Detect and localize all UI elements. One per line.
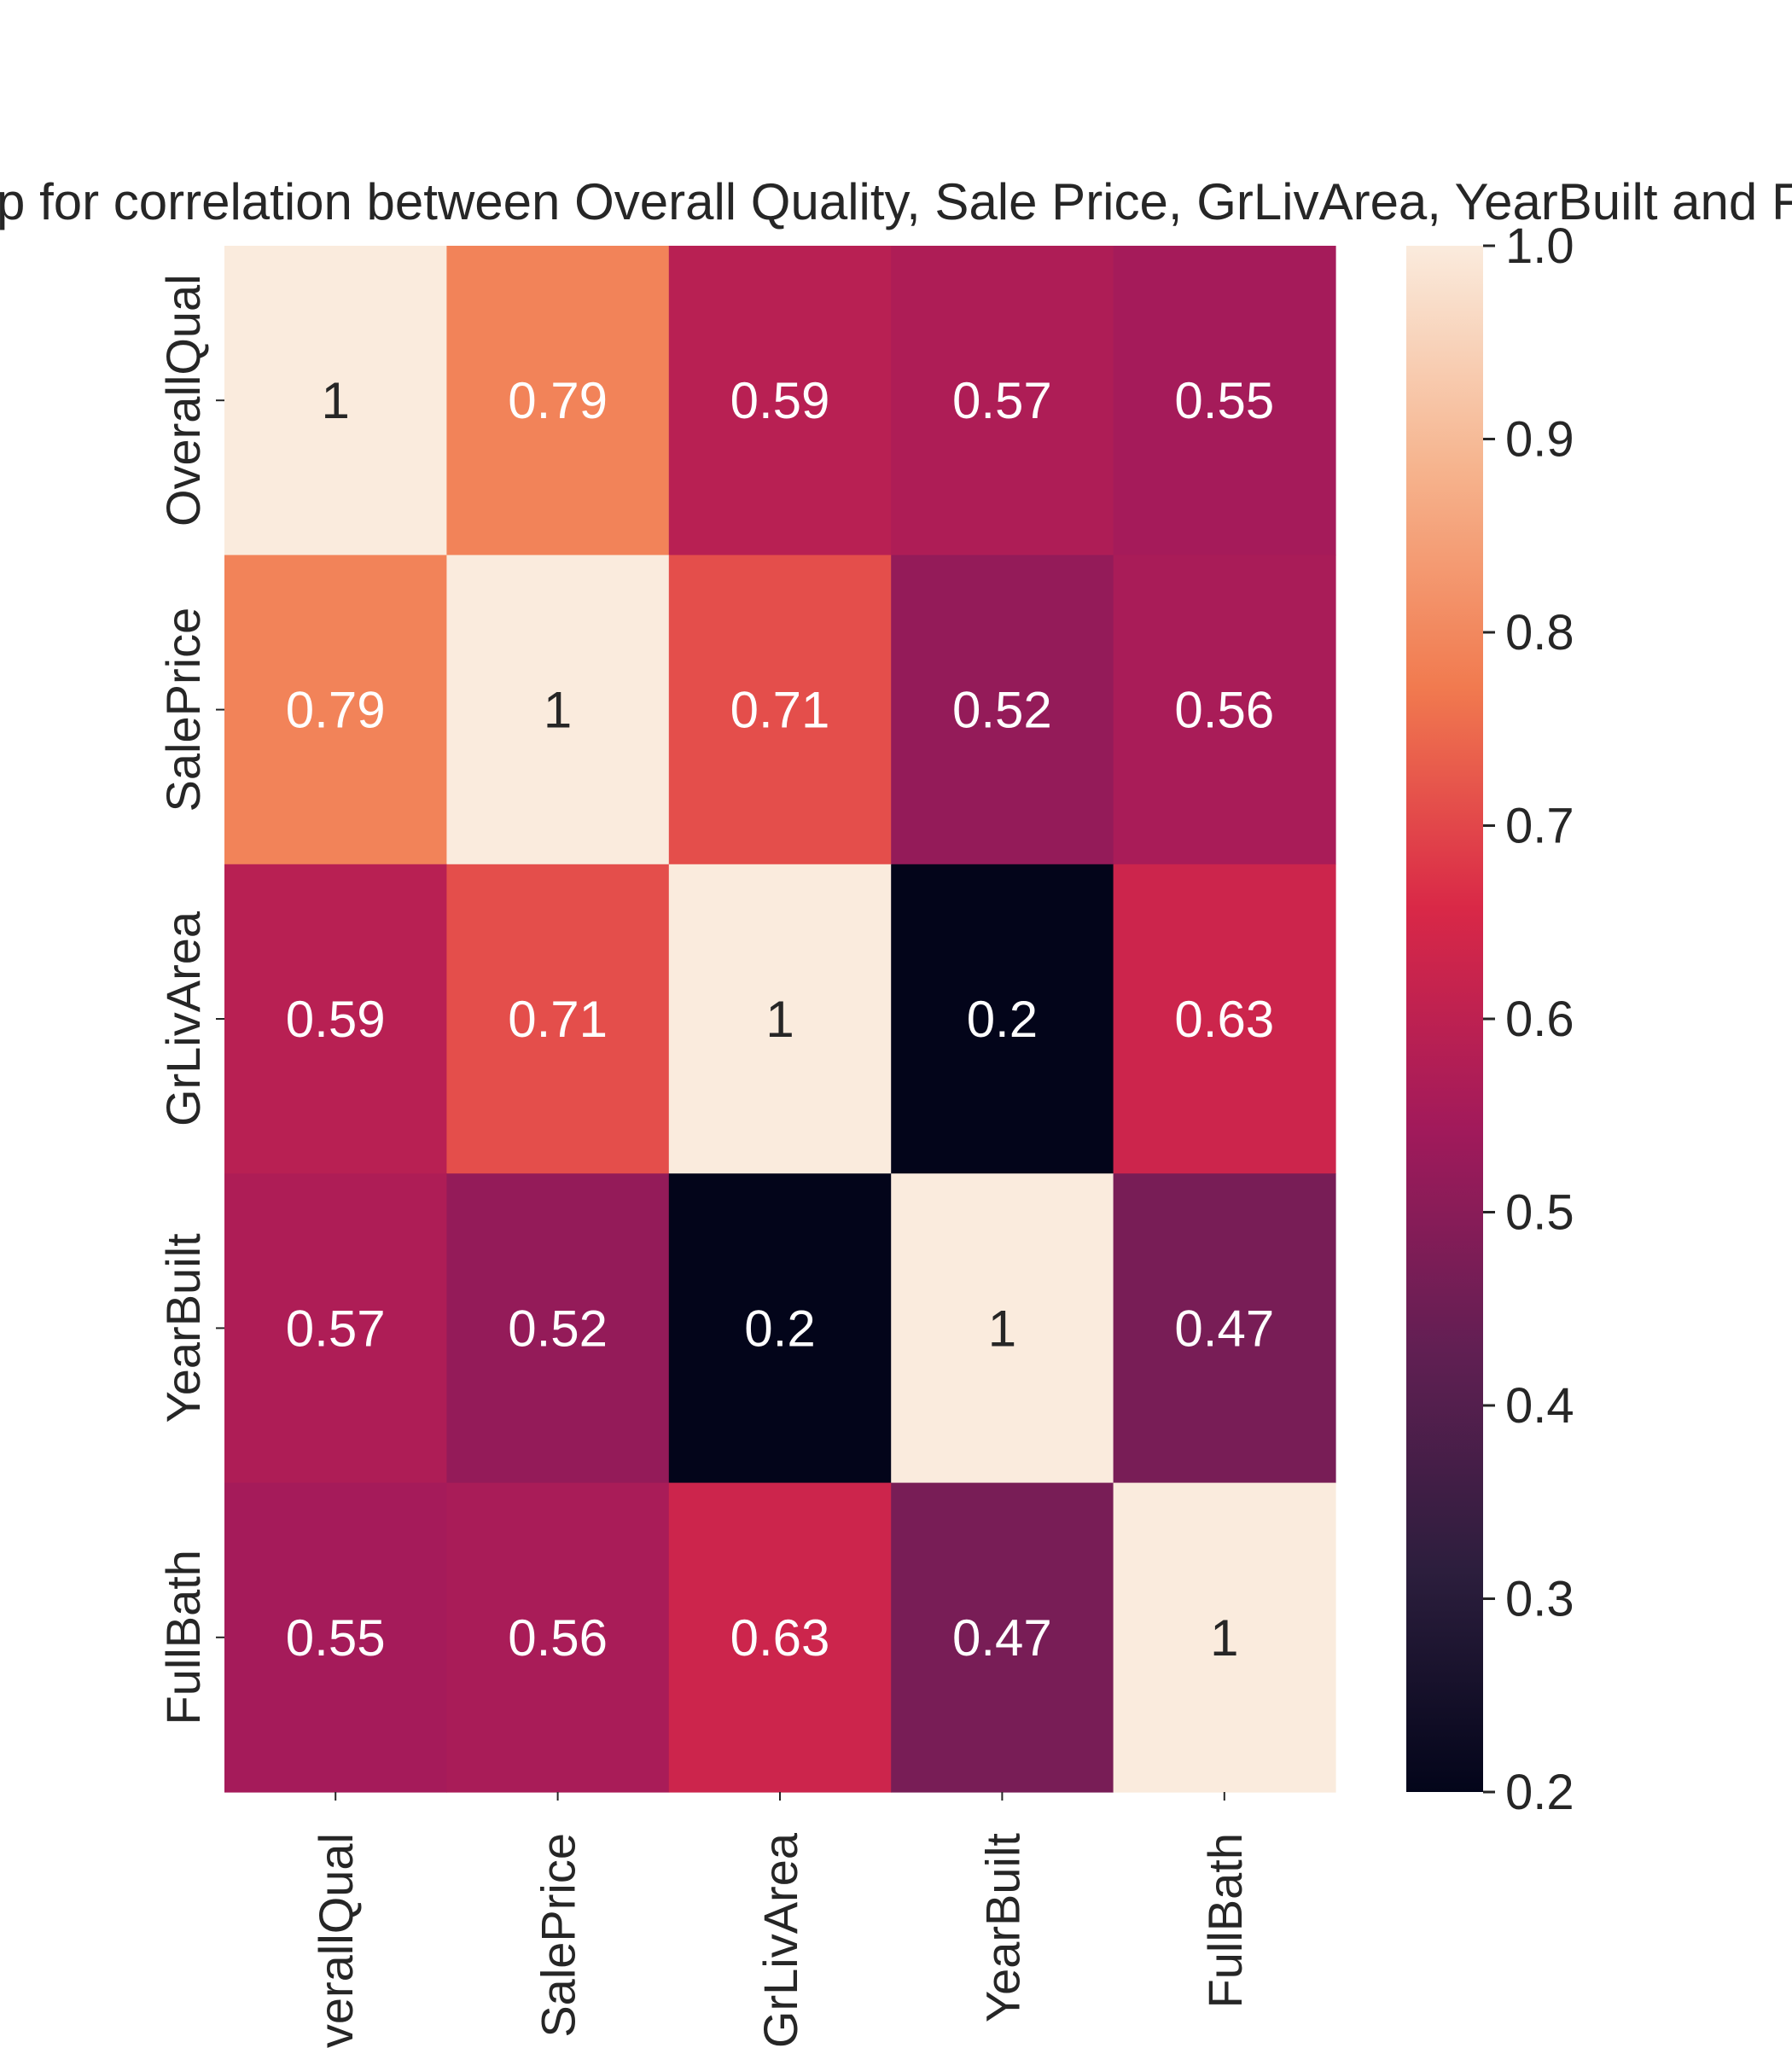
- heatmap-cell: [668, 555, 892, 865]
- cell-value-label: 0.79: [508, 372, 608, 429]
- cell-value-label: 0.63: [730, 1609, 830, 1667]
- cell-value-label: 0.59: [286, 991, 386, 1048]
- heatmap-cell: [891, 864, 1114, 1174]
- heatmap-cell: [1113, 864, 1336, 1174]
- colorbar-tick-label: 0.5: [1505, 1185, 1574, 1241]
- cell-value-label: 0.71: [508, 991, 608, 1048]
- x-tick-label: FullBath: [1198, 1833, 1252, 2008]
- colorbar-tick-label: 0.4: [1505, 1378, 1574, 1434]
- y-tick-label: FullBath: [156, 1550, 210, 1725]
- heatmap-cells: [224, 246, 1336, 1793]
- heatmap-cell: [446, 555, 670, 865]
- x-tick-labels: OverallQual SalePrice GrLivArea YearBuilt Fu…: [309, 1792, 1252, 2048]
- heatmap-cell: [446, 1173, 670, 1484]
- cell-value-label: 0.56: [508, 1609, 608, 1667]
- cell-value-label: 0.57: [286, 1300, 386, 1357]
- colorbar: 1.0 0.9 0.8 0.7 0.6 0.5 0.4 0.3 0.2: [1406, 218, 1574, 1820]
- heatmap-annotations: 1 0.79 0.59 0.57 0.55 0.79 1 0.71 0.52 0.56 0.59 0.…: [286, 372, 1274, 1667]
- cell-value-label: 0.63: [1174, 991, 1274, 1048]
- cell-value-label: 0.55: [286, 1609, 386, 1667]
- y-tick-labels: OverallQual SalePrice GrLivArea YearBuilt Fu…: [156, 274, 224, 1725]
- cell-value-label: 0.47: [1174, 1300, 1274, 1357]
- colorbar-ticks: 1.0 0.9 0.8 0.7 0.6 0.5 0.4 0.3 0.2: [1483, 218, 1574, 1820]
- x-tick-label: OverallQual: [309, 1833, 363, 2048]
- heatmap-cell: [668, 1482, 892, 1793]
- x-tick-label: GrLivArea: [753, 1832, 807, 2048]
- colorbar-tick-label: 0.3: [1505, 1572, 1574, 1627]
- heatmap-cell: [446, 1482, 670, 1793]
- colorbar-tick-label: 0.2: [1505, 1765, 1574, 1820]
- colorbar-tick-label: 0.6: [1505, 992, 1574, 1047]
- cell-value-label: 0.52: [508, 1300, 608, 1357]
- cell-value-label: 0.79: [286, 682, 386, 739]
- cell-value-label: 0.71: [730, 682, 830, 739]
- heatmap-cell: [224, 246, 447, 556]
- heatmap-cell: [224, 864, 447, 1174]
- heatmap-cell: [668, 864, 892, 1174]
- colorbar-tick-label: 1.0: [1505, 218, 1574, 274]
- cell-value-label: 1: [1210, 1609, 1238, 1667]
- y-tick-label: OverallQual: [156, 274, 210, 527]
- colorbar-tick-label: 0.8: [1505, 605, 1574, 660]
- heatmap-cell: [1113, 246, 1336, 556]
- chart-title: Heatmap for correlation between Overall …: [0, 173, 1792, 230]
- cell-value-label: 0.47: [952, 1609, 1052, 1667]
- cell-value-label: 0.2: [744, 1300, 815, 1357]
- colorbar-tick-label: 0.7: [1505, 799, 1574, 854]
- x-tick-label: SalePrice: [532, 1833, 585, 2038]
- heatmap-cell: [668, 246, 892, 556]
- heatmap-cell: [1113, 1173, 1336, 1484]
- cell-value-label: 0.2: [967, 991, 1038, 1048]
- cell-value-label: 0.56: [1174, 682, 1274, 739]
- cell-value-label: 1: [765, 991, 794, 1048]
- heatmap-cell: [224, 1173, 447, 1484]
- cell-value-label: 0.59: [730, 372, 830, 429]
- heatmap-cell: [668, 1173, 892, 1484]
- heatmap-cell: [224, 1482, 447, 1793]
- x-tick-label: YearBuilt: [975, 1833, 1029, 2023]
- colorbar-gradient: [1406, 246, 1483, 1792]
- cell-value-label: 1: [322, 372, 350, 429]
- cell-value-label: 1: [544, 682, 572, 739]
- heatmap-cell: [891, 246, 1114, 556]
- heatmap-cell: [224, 555, 447, 865]
- heatmap-cell: [891, 1482, 1114, 1793]
- cell-value-label: 0.52: [952, 682, 1052, 739]
- heatmap-cell: [446, 246, 670, 556]
- heatmap-cell: [891, 1173, 1114, 1484]
- cell-value-label: 1: [988, 1300, 1016, 1357]
- y-tick-label: GrLivArea: [156, 911, 210, 1126]
- colorbar-tick-label: 0.9: [1505, 412, 1574, 468]
- cell-value-label: 0.57: [952, 372, 1052, 429]
- y-tick-label: SalePrice: [156, 608, 210, 812]
- heatmap-cell: [891, 555, 1114, 865]
- heatmap-cell: [1113, 1482, 1336, 1793]
- cell-value-label: 0.55: [1174, 372, 1274, 429]
- heatmap-cell: [1113, 555, 1336, 865]
- y-tick-label: YearBuilt: [156, 1233, 210, 1423]
- heatmap-cell: [446, 864, 670, 1174]
